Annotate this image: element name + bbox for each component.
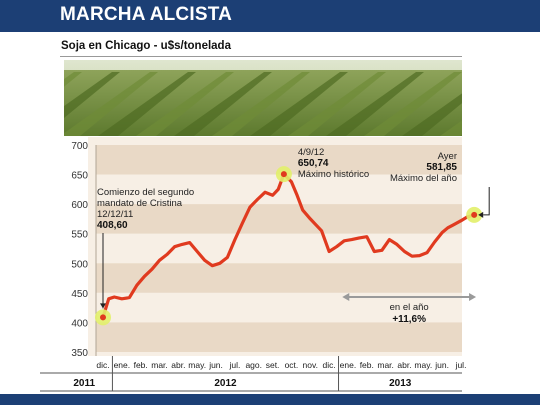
crop-row (136, 72, 234, 136)
subtitle-divider (60, 56, 462, 57)
month-row (88, 356, 462, 373)
annotation-note: Máximo histórico (298, 169, 369, 180)
page-title: MARCHA ALCISTA (60, 4, 233, 25)
chart-subtitle: Soja en Chicago - u$s/tonelada (61, 40, 231, 52)
x-tick-label: feb. (360, 360, 374, 370)
y-tick-label: 650 (71, 171, 88, 182)
crop-row (250, 72, 348, 136)
crop-row (64, 72, 158, 136)
y-tick-label: 400 (71, 318, 88, 329)
range-arrowhead-right (469, 293, 477, 301)
data-point (100, 314, 106, 321)
annotation-label: mandato de Cristina (97, 198, 183, 209)
annotation-arrowhead (100, 303, 106, 309)
x-tick-label: mar. (151, 360, 168, 370)
x-tick-label: abr. (397, 360, 411, 370)
x-tick-label: feb. (134, 360, 148, 370)
range-label: en el año (390, 302, 429, 313)
crop-row (364, 72, 462, 136)
y-band (96, 204, 462, 234)
annotation-label: Comienzo del segundo (97, 187, 194, 198)
crop-row (288, 72, 386, 136)
footer-bar (0, 394, 540, 405)
x-tick-label: set. (266, 360, 280, 370)
crop-row (174, 72, 272, 136)
annotation-label: Ayer (438, 151, 457, 162)
x-tick-label: ene. (114, 360, 131, 370)
y-tick-label: 700 (71, 141, 88, 152)
x-tick-label: jun. (208, 360, 223, 370)
year-label: 2012 (214, 378, 237, 389)
range-arrowhead-left (342, 293, 350, 301)
y-tick-label: 600 (71, 200, 88, 211)
annotation-arrow (483, 187, 490, 216)
y-band (96, 263, 462, 293)
annotation-arrowhead (478, 211, 484, 218)
crop-row (64, 72, 82, 87)
price-line (101, 172, 476, 319)
header-bar (0, 0, 540, 32)
soy-field-photo (64, 60, 462, 136)
y-tick-label: 500 (71, 259, 88, 270)
x-tick-label: jun. (434, 360, 449, 370)
x-tick-label: may. (188, 360, 206, 370)
y-tick-label: 550 (71, 230, 88, 241)
y-tick-label: 350 (71, 348, 88, 359)
range-value: +11,6% (392, 314, 426, 325)
x-tick-label: mar. (377, 360, 394, 370)
crop-row (98, 72, 196, 136)
annotation-label: 12/12/11 (97, 209, 133, 220)
x-tick-label: jul. (455, 360, 467, 370)
annotation-note: Máximo del año (390, 173, 457, 184)
data-point (280, 171, 287, 178)
year-label: 2013 (389, 378, 412, 389)
x-tick-label: jul. (228, 360, 240, 370)
x-tick-label: dic. (96, 360, 109, 370)
x-axis: dic. ene. feb. mar. abr. may. jun. jul. ago. set.… (40, 356, 467, 392)
annotation-value: 650,74 (298, 158, 329, 169)
x-tick-label: ago. (245, 360, 262, 370)
annotation-value: 581,85 (426, 162, 457, 173)
crop-row (212, 72, 310, 136)
x-tick-label: may. (414, 360, 432, 370)
y-band (96, 322, 462, 352)
crop-row (326, 72, 424, 136)
x-tick-label: abr. (171, 360, 185, 370)
year-label: 2011 (73, 378, 95, 389)
annotation-value: 408,60 (97, 220, 128, 231)
y-axis: 700 650 600 550 500 450 400 350 (71, 141, 88, 359)
x-tick-label: dic. (322, 360, 335, 370)
x-tick-label: oct. (285, 360, 299, 370)
annotation-label: 4/9/12 (298, 147, 324, 158)
data-point (471, 211, 478, 218)
y-tick-label: 450 (71, 289, 88, 300)
x-tick-label: nov. (303, 360, 318, 370)
x-tick-label: ene. (340, 360, 357, 370)
y-band (96, 233, 462, 264)
